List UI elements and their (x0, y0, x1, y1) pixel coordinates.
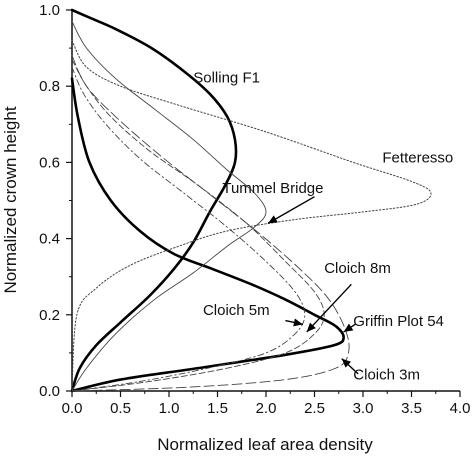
x-tick-label: 0.5 (110, 400, 131, 417)
series-label-tummel-bridge: Tummel Bridge (222, 180, 323, 197)
series-label-cloich-5m: Cloich 5m (203, 302, 270, 319)
series-layer (70, 8, 432, 393)
series-line-fetteresso (71, 39, 432, 392)
x-tick-label: 4.0 (450, 400, 471, 417)
x-tick-label: 2.0 (256, 400, 277, 417)
label-layer: Solling F1 Fetteresso Tummel Bridge Cloich … (193, 69, 453, 383)
series-line-tummel-bridge (71, 20, 267, 392)
y-tick-label: 0.0 (39, 383, 60, 400)
y-tick-label: 0.8 (39, 78, 60, 95)
arrow-head-cloich-3m (341, 358, 351, 368)
series-label-solling-f1: Solling F1 (193, 69, 260, 86)
arrow-head-griffin-plot-54 (343, 323, 354, 332)
x-axis-title: Normalized leaf area density (157, 435, 373, 454)
x-tick-label: 3.0 (353, 400, 374, 417)
axes: 0.0 0.5 1.0 1.5 2.0 2.5 3.0 3.5 4.0 0.0 0.2 0.4 0.6 0… (39, 2, 470, 417)
x-tick-label: 2.5 (304, 400, 325, 417)
y-tick-label: 1.0 (39, 2, 60, 19)
series-line-solling-f1 (70, 8, 238, 393)
arrow-head-cloich-5m (293, 318, 303, 327)
series-line-cloich-3m (71, 55, 350, 392)
x-tick-label: 1.0 (159, 400, 180, 417)
arrow-layer (267, 196, 359, 375)
arrow-line-cloich-8m (306, 283, 352, 333)
series-line-cloich-8m (71, 59, 325, 392)
arrow-head-cloich-8m (306, 322, 316, 332)
y-tick-label: 0.2 (39, 307, 60, 324)
x-tick-label: 1.5 (207, 400, 228, 417)
series-line-cloich-5m (71, 66, 306, 392)
y-tick-label: 0.6 (39, 154, 60, 171)
y-tick-label: 0.4 (39, 231, 60, 248)
x-tick-label: 3.5 (401, 400, 422, 417)
series-label-cloich-8m: Cloich 8m (324, 260, 391, 277)
x-tick-label: 0.0 (62, 400, 83, 417)
series-line-griffin-plot-54 (70, 77, 345, 393)
series-label-fetteresso: Fetteresso (382, 149, 453, 166)
series-label-griffin-plot-54: Griffin Plot 54 (353, 313, 444, 330)
arrow-head-tummel-bridge (267, 215, 278, 224)
series-label-cloich-3m: Cloich 3m (353, 367, 420, 384)
y-axis-title: Normalized crown height (1, 106, 20, 293)
